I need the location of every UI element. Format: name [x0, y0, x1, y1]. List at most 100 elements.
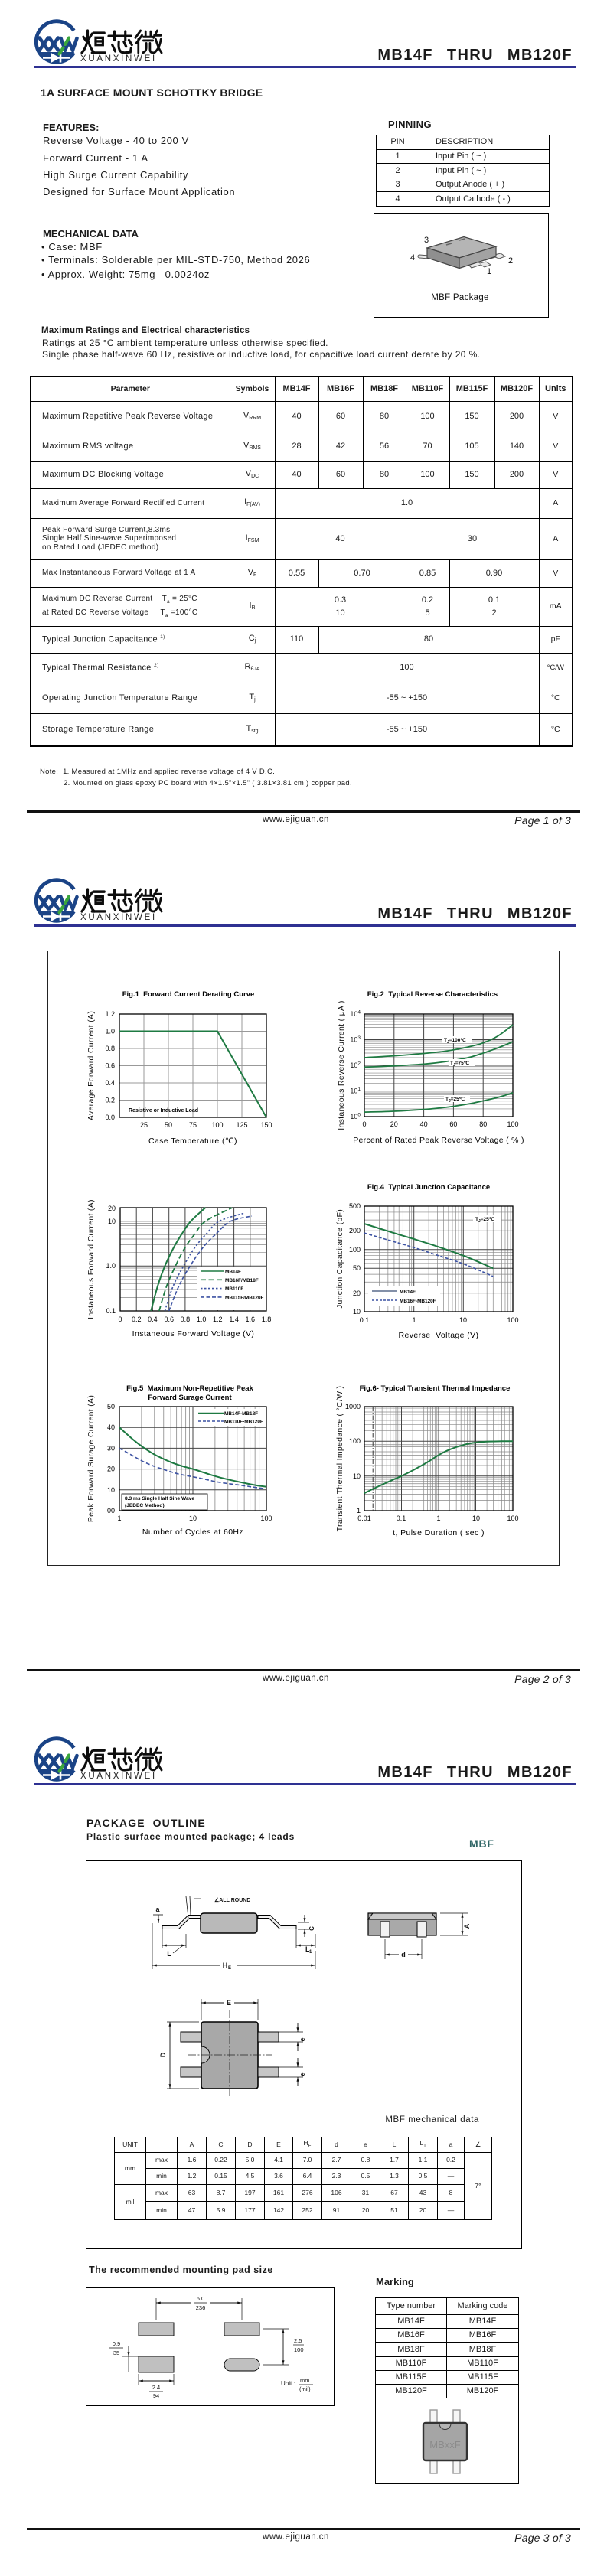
svg-text:L: L	[167, 1950, 171, 1958]
svg-text:0.8: 0.8	[105, 1045, 115, 1052]
svg-text:100: 100	[211, 1121, 223, 1129]
svg-text:0: 0	[118, 1316, 122, 1323]
svg-text:0.2: 0.2	[105, 1097, 115, 1104]
svg-text:20: 20	[107, 1466, 115, 1473]
svg-text:60: 60	[449, 1120, 457, 1128]
svg-text:100: 100	[260, 1515, 272, 1522]
svg-text:MBF Package: MBF Package	[431, 293, 489, 302]
svg-text:(JEDEC Method): (JEDEC Method)	[125, 1503, 165, 1508]
svg-text:TJ=100℃: TJ=100℃	[444, 1037, 466, 1045]
svg-text:TJ=25℃: TJ=25℃	[445, 1096, 465, 1104]
svg-text:e: e	[299, 2037, 306, 2041]
svg-text:Instaneous Reverse Current ( μ: Instaneous Reverse Current ( μA )	[337, 1000, 346, 1130]
svg-text:Fig.5 Maximum Non-Repetitive: Fig.5 Maximum Non-Repetitive Peak	[126, 1384, 253, 1393]
svg-text:Peak Forward Surage Current (A: Peak Forward Surage Current (A)	[86, 1395, 96, 1522]
svg-text:L: L	[305, 1945, 310, 1953]
svg-text:125: 125	[236, 1121, 247, 1129]
svg-text:100: 100	[507, 1316, 518, 1324]
svg-text:1.0: 1.0	[197, 1316, 207, 1323]
svg-text:50: 50	[107, 1403, 115, 1410]
svg-text:Junction Capacitance (pF): Junction Capacitance (pF)	[335, 1209, 344, 1309]
svg-text:40: 40	[107, 1423, 115, 1431]
svg-text:Percent of Rated Peak Reverse: Percent of Rated Peak Reverse Voltage ( …	[353, 1136, 524, 1145]
svg-text:MB14F-MB18F: MB14F-MB18F	[224, 1411, 258, 1417]
svg-text:3: 3	[424, 236, 429, 245]
svg-text:100: 100	[349, 1437, 361, 1445]
svg-text:2.5: 2.5	[294, 2337, 302, 2344]
svg-text:Fig.1 Forward Current Deratin: Fig.1 Forward Current Derating Curve	[122, 990, 255, 999]
svg-text:50: 50	[165, 1121, 172, 1129]
svg-text:mm: mm	[300, 2377, 310, 2384]
svg-text:104: 104	[350, 1010, 361, 1019]
svg-text:MB110F-MB120F: MB110F-MB120F	[224, 1420, 263, 1425]
svg-text:20: 20	[108, 1205, 116, 1212]
svg-text:1.4: 1.4	[229, 1316, 239, 1323]
svg-text:Reverse Voltage (V): Reverse Voltage (V)	[399, 1331, 479, 1340]
svg-text:E: E	[228, 1966, 231, 1971]
svg-text:MBxxF: MBxxF	[429, 2439, 461, 2450]
svg-text:Average Forward Current (A): Average Forward Current (A)	[86, 1011, 96, 1120]
svg-text:0.4: 0.4	[148, 1316, 158, 1323]
svg-text:1.8: 1.8	[262, 1316, 272, 1323]
svg-text:100: 100	[507, 1120, 518, 1128]
svg-text:0.6: 0.6	[105, 1062, 115, 1070]
svg-text:1: 1	[487, 267, 491, 276]
svg-text:0: 0	[362, 1120, 366, 1128]
svg-text:103: 103	[350, 1035, 361, 1044]
svg-text:30: 30	[107, 1444, 115, 1452]
svg-text:6.0: 6.0	[197, 2295, 204, 2302]
svg-text:1: 1	[357, 1507, 361, 1515]
svg-text:MB16F/MB18F: MB16F/MB18F	[225, 1278, 259, 1283]
svg-text:Resistive or Inductive Load: Resistive or Inductive Load	[129, 1108, 198, 1114]
svg-text:1.0: 1.0	[105, 1028, 115, 1035]
svg-text:00: 00	[107, 1507, 115, 1515]
svg-text:20: 20	[353, 1290, 361, 1297]
svg-text:10: 10	[107, 1486, 115, 1494]
svg-text:0.9: 0.9	[113, 2340, 120, 2347]
svg-text:10: 10	[472, 1515, 480, 1522]
svg-text:94: 94	[153, 2392, 159, 2399]
svg-text:10: 10	[189, 1515, 197, 1522]
svg-text:Instaneous Forward Voltage (V): Instaneous Forward Voltage (V)	[132, 1329, 255, 1339]
svg-text:d: d	[401, 1951, 406, 1958]
svg-text:10: 10	[353, 1308, 361, 1316]
svg-text:40: 40	[420, 1120, 428, 1128]
svg-text:1.6: 1.6	[246, 1316, 256, 1323]
svg-text:100: 100	[350, 1113, 361, 1121]
svg-text:MB16F-MB120F: MB16F-MB120F	[400, 1299, 436, 1304]
svg-text:4: 4	[410, 253, 415, 262]
svg-text:TJ=25℃: TJ=25℃	[475, 1216, 495, 1224]
svg-text:e: e	[299, 2072, 306, 2076]
svg-text:∠ALL ROUND: ∠ALL ROUND	[214, 1897, 250, 1903]
svg-text:Transient Thermal Impedance (: Transient Thermal Impedance ( °C/W )	[335, 1386, 344, 1532]
svg-text:1.2: 1.2	[213, 1316, 223, 1323]
svg-text:2: 2	[508, 256, 513, 266]
svg-text:100: 100	[507, 1515, 518, 1522]
svg-text:35: 35	[113, 2349, 119, 2356]
svg-text:A: A	[463, 1923, 471, 1929]
svg-text:0.2: 0.2	[132, 1316, 142, 1323]
svg-text:t, Pulse Duration ( sec ): t, Pulse Duration ( sec )	[393, 1528, 485, 1537]
svg-text:MB14F: MB14F	[225, 1270, 241, 1275]
svg-text:102: 102	[350, 1061, 361, 1070]
svg-text:Fig.4 Typical Junction Capaci: Fig.4 Typical Junction Capacitance	[367, 1183, 490, 1192]
svg-text:Forward Surage Current: Forward Surage Current	[148, 1394, 232, 1402]
svg-text:50: 50	[353, 1264, 361, 1272]
svg-text:101: 101	[350, 1087, 361, 1095]
svg-text:200: 200	[349, 1227, 361, 1234]
svg-text:C: C	[308, 1926, 315, 1931]
svg-text:1: 1	[412, 1316, 416, 1324]
svg-text:75: 75	[189, 1121, 197, 1129]
svg-text:MB115F/MB120F: MB115F/MB120F	[225, 1295, 264, 1300]
svg-text:Instaneous Forward Current (A): Instaneous Forward Current (A)	[86, 1199, 96, 1319]
svg-text:2.4: 2.4	[152, 2384, 160, 2391]
svg-text:236: 236	[196, 2304, 206, 2311]
svg-text:0.8: 0.8	[181, 1316, 191, 1323]
svg-text:150: 150	[260, 1121, 272, 1129]
svg-text:1.2: 1.2	[105, 1010, 115, 1018]
svg-text:20: 20	[390, 1120, 398, 1128]
svg-text:0.0: 0.0	[105, 1114, 115, 1121]
svg-text:10: 10	[459, 1316, 467, 1324]
svg-text:a: a	[155, 1906, 160, 1913]
svg-text:Fig.2 Typical Reverse Charact: Fig.2 Typical Reverse Characteristics	[367, 990, 498, 999]
